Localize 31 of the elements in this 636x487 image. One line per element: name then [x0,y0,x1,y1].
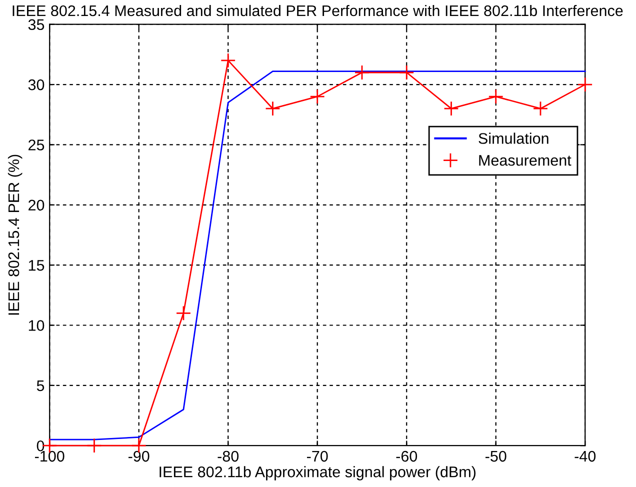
y-tick-label: 20 [28,200,44,211]
x-tick-label: -80 [218,450,239,462]
x-tick-label: -90 [128,450,150,462]
point [220,52,236,68]
point [176,306,192,321]
y-tick-label: 15 [28,260,44,271]
x-tick-label: -70 [307,450,328,462]
point [444,100,459,116]
y-axis-title: IEEE 802.15.4 PER (%) [8,154,22,315]
point [577,76,593,92]
point [265,100,280,116]
x-tick-label: -50 [486,450,506,462]
point [532,100,548,116]
y-tick-label: 0 [36,440,44,452]
point [488,88,504,104]
y-tick-label: 5 [36,380,44,392]
y-tick-label: 35 [28,19,44,30]
y-tick-label: 30 [28,79,44,90]
x-tick-label: -100 [35,450,64,462]
point [310,88,326,104]
y-tick-label: 10 [28,320,44,331]
point [398,64,414,80]
y-tick-label: 25 [28,140,44,150]
x-tick-label: -60 [396,450,418,462]
legend-label: Measurement [479,155,572,166]
x-axis-title: IEEE 802.11b Approximate signal power (dBm) [160,466,476,480]
chart-title: IEEE 802.15.4 Measured and simulated PER Performance with IEEE 802.11b Interference [12,4,623,16]
point [86,438,102,454]
legend-label: Simulation [478,132,548,144]
x-tick-label: -40 [574,450,596,462]
point [354,64,370,80]
